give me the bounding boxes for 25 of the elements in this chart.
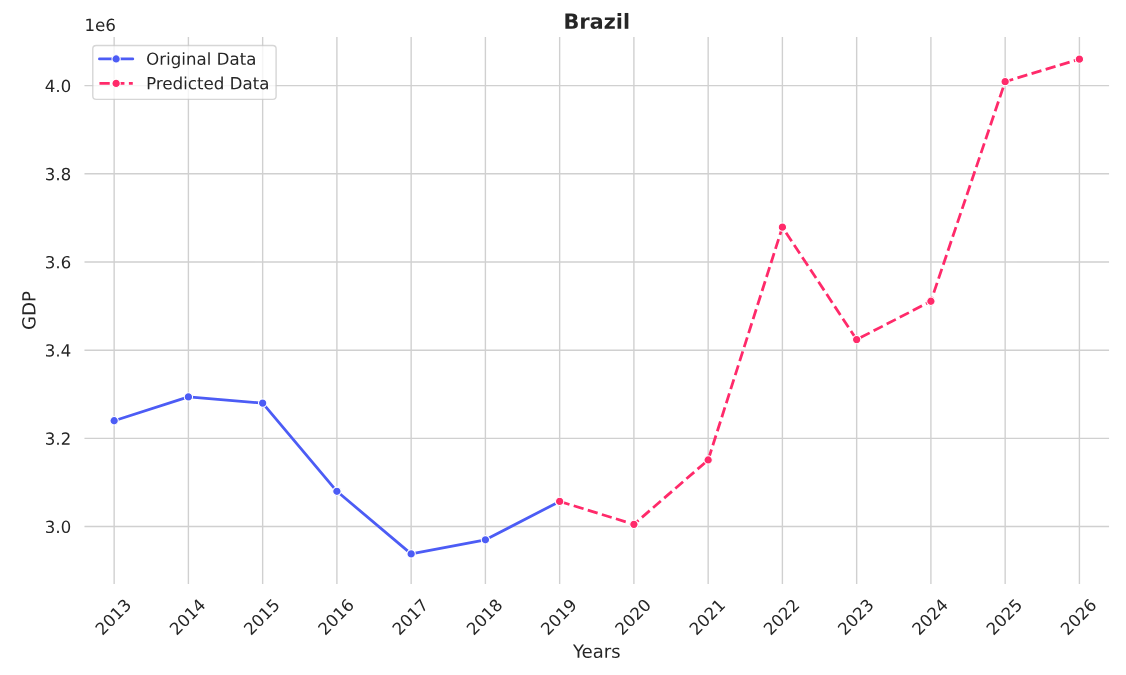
- point: [926, 296, 936, 306]
- point: [629, 519, 639, 530]
- point: [257, 398, 268, 408]
- point: [1074, 54, 1085, 64]
- point: [851, 334, 862, 345]
- x-axis-title: Years: [572, 644, 620, 658]
- y-tick-label: 3.0: [46, 520, 71, 534]
- legend-label: Predicted Data: [147, 76, 268, 90]
- point: [183, 392, 194, 402]
- y-tick-label: 3.4: [46, 344, 71, 357]
- point: [777, 222, 788, 232]
- y-tick-label: 3.6: [46, 255, 71, 269]
- point: [480, 535, 491, 545]
- text: 1e6: [86, 18, 115, 32]
- point: [1000, 76, 1010, 87]
- y-tick-label: 4.0: [45, 79, 71, 93]
- point: [332, 486, 342, 496]
- point: [109, 416, 119, 426]
- y-tick-label: 3.2: [46, 432, 70, 445]
- point: [703, 455, 713, 465]
- y-axis-title: GDP: [22, 291, 36, 329]
- chart-title: Brazil: [565, 12, 629, 30]
- point: [406, 549, 416, 559]
- y-tick-label: 3.8: [46, 167, 71, 181]
- legend-label: Original Data: [147, 52, 255, 69]
